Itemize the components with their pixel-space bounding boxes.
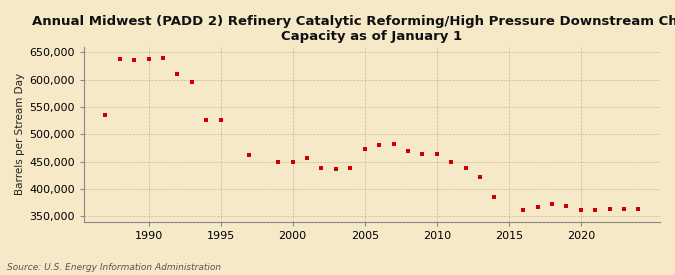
Point	[590, 208, 601, 212]
Point	[532, 205, 543, 209]
Point	[489, 195, 500, 199]
Point	[374, 143, 385, 147]
Text: Source: U.S. Energy Information Administration: Source: U.S. Energy Information Administ…	[7, 263, 221, 272]
Point	[244, 153, 255, 157]
Point	[115, 57, 126, 61]
Point	[345, 166, 356, 170]
Title: Annual Midwest (PADD 2) Refinery Catalytic Reforming/High Pressure Downstream Ch: Annual Midwest (PADD 2) Refinery Catalyt…	[32, 15, 675, 43]
Point	[215, 118, 226, 122]
Point	[129, 57, 140, 62]
Point	[143, 57, 154, 61]
Point	[547, 202, 558, 207]
Point	[604, 207, 615, 211]
Point	[302, 156, 313, 161]
Point	[575, 208, 586, 212]
Point	[316, 166, 327, 170]
Point	[402, 148, 413, 153]
Point	[100, 113, 111, 117]
Point	[475, 175, 485, 180]
Point	[518, 208, 529, 212]
Point	[158, 56, 169, 60]
Point	[288, 160, 298, 164]
Point	[388, 141, 399, 146]
Y-axis label: Barrels per Stream Day: Barrels per Stream Day	[15, 73, 25, 196]
Point	[618, 207, 629, 211]
Point	[460, 166, 471, 170]
Point	[446, 160, 456, 164]
Point	[273, 160, 284, 164]
Point	[633, 207, 644, 211]
Point	[561, 204, 572, 209]
Point	[417, 152, 428, 156]
Point	[431, 152, 442, 156]
Point	[172, 72, 183, 76]
Point	[359, 147, 370, 151]
Point	[201, 117, 212, 122]
Point	[331, 167, 342, 171]
Point	[186, 80, 197, 84]
